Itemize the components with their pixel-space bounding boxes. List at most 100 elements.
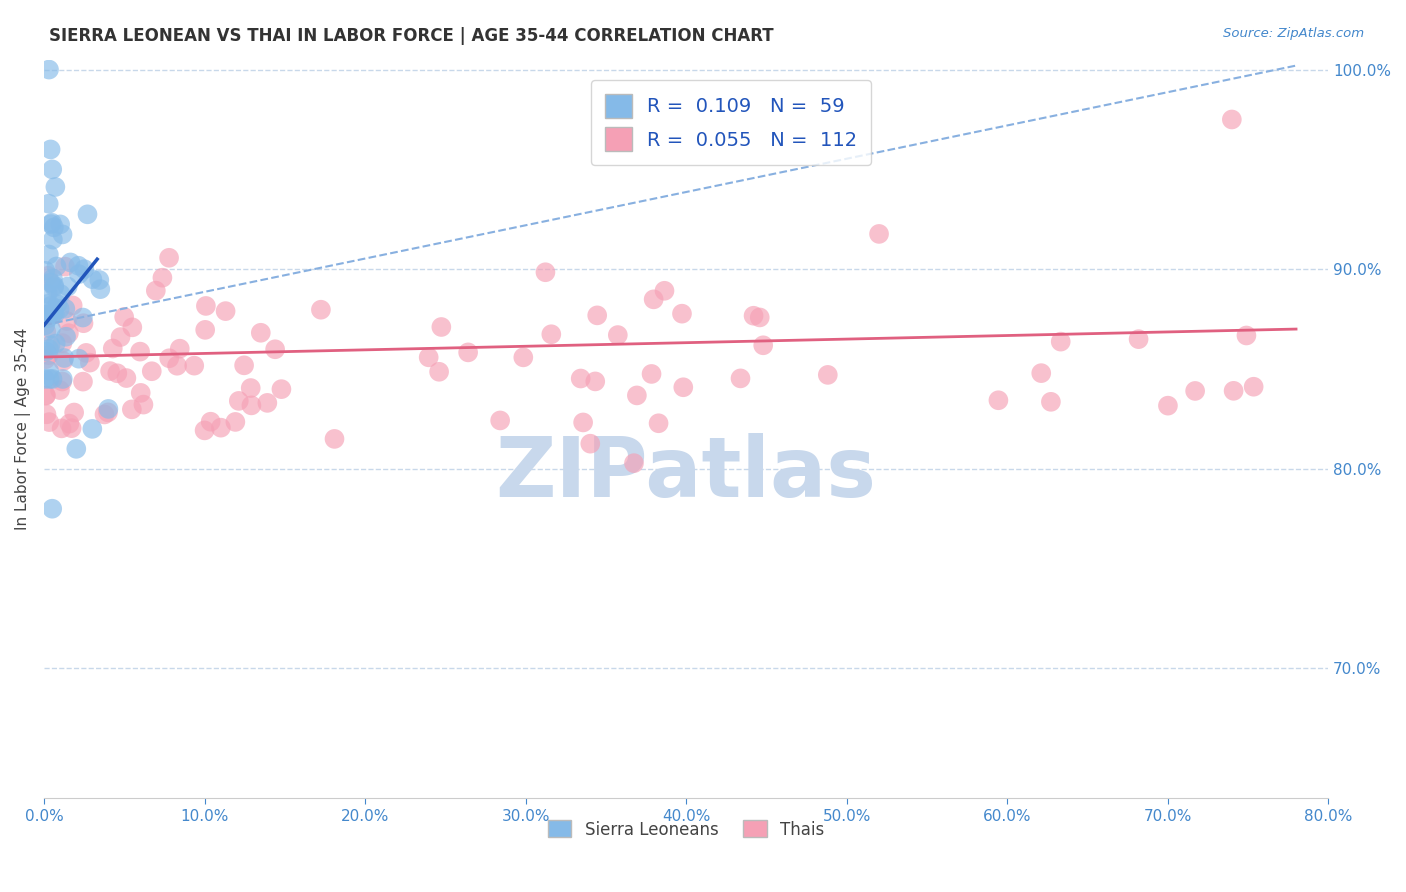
Point bbox=[183, 359, 205, 373]
Point bbox=[42, 306, 65, 320]
Point bbox=[141, 364, 163, 378]
Point bbox=[39, 321, 62, 335]
Point bbox=[72, 316, 94, 330]
Point bbox=[38, 342, 60, 356]
Point bbox=[1222, 384, 1244, 398]
Point bbox=[35, 352, 58, 367]
Point bbox=[37, 268, 59, 283]
Point bbox=[579, 436, 602, 450]
Point bbox=[42, 271, 65, 285]
Point bbox=[1039, 394, 1062, 409]
Point bbox=[93, 408, 115, 422]
Point bbox=[512, 351, 534, 365]
Legend: Sierra Leoneans, Thais: Sierra Leoneans, Thais bbox=[541, 814, 831, 846]
Point bbox=[730, 371, 752, 385]
Point bbox=[1031, 366, 1053, 380]
Point bbox=[752, 338, 775, 352]
Point bbox=[41, 216, 63, 230]
Point bbox=[194, 424, 217, 438]
Point bbox=[572, 416, 595, 430]
Point bbox=[1049, 334, 1071, 349]
Point bbox=[97, 405, 120, 419]
Text: Source: ZipAtlas.com: Source: ZipAtlas.com bbox=[1223, 27, 1364, 40]
Point bbox=[742, 309, 765, 323]
Point bbox=[194, 323, 217, 337]
Point bbox=[42, 302, 65, 317]
Point bbox=[51, 421, 73, 435]
Point bbox=[39, 338, 62, 352]
Point bbox=[55, 329, 77, 343]
Point bbox=[34, 308, 56, 322]
Point bbox=[62, 298, 84, 312]
Point bbox=[157, 251, 180, 265]
Point bbox=[72, 375, 94, 389]
Point bbox=[37, 286, 59, 301]
Point bbox=[233, 359, 256, 373]
Point bbox=[323, 432, 346, 446]
Point bbox=[51, 375, 73, 389]
Point bbox=[987, 393, 1010, 408]
Point bbox=[49, 287, 72, 301]
Point bbox=[67, 259, 90, 273]
Point bbox=[1128, 332, 1150, 346]
Point bbox=[157, 351, 180, 366]
Point bbox=[75, 346, 97, 360]
Point bbox=[240, 398, 263, 412]
Point bbox=[430, 320, 453, 334]
Point bbox=[45, 260, 67, 274]
Point bbox=[110, 330, 132, 344]
Point bbox=[418, 351, 440, 365]
Point bbox=[817, 368, 839, 382]
Point bbox=[169, 342, 191, 356]
Text: ZIPatlas: ZIPatlas bbox=[496, 433, 877, 514]
Point bbox=[626, 388, 648, 402]
Point bbox=[228, 393, 250, 408]
Point bbox=[457, 345, 479, 359]
Point bbox=[65, 442, 87, 456]
Point bbox=[583, 375, 606, 389]
Point bbox=[89, 282, 111, 296]
Point bbox=[672, 380, 695, 394]
Point bbox=[38, 415, 60, 429]
Point bbox=[38, 247, 60, 261]
Point bbox=[73, 262, 96, 277]
Point bbox=[46, 297, 69, 311]
Point bbox=[45, 336, 67, 351]
Point bbox=[623, 456, 645, 470]
Point bbox=[166, 359, 188, 373]
Point bbox=[194, 299, 217, 313]
Point bbox=[56, 279, 79, 293]
Point bbox=[145, 284, 167, 298]
Point bbox=[56, 314, 79, 328]
Point bbox=[42, 233, 65, 247]
Point bbox=[42, 307, 65, 321]
Point bbox=[59, 255, 82, 269]
Point bbox=[79, 356, 101, 370]
Point bbox=[214, 304, 236, 318]
Point bbox=[309, 302, 332, 317]
Point bbox=[39, 143, 62, 157]
Text: SIERRA LEONEAN VS THAI IN LABOR FORCE | AGE 35-44 CORRELATION CHART: SIERRA LEONEAN VS THAI IN LABOR FORCE | … bbox=[49, 27, 773, 45]
Point bbox=[44, 280, 66, 294]
Point bbox=[1236, 328, 1258, 343]
Point bbox=[82, 422, 104, 436]
Point bbox=[101, 342, 124, 356]
Point bbox=[112, 310, 135, 324]
Point bbox=[256, 396, 278, 410]
Point bbox=[132, 398, 155, 412]
Point bbox=[748, 310, 770, 325]
Point bbox=[115, 371, 138, 385]
Point bbox=[1220, 112, 1243, 127]
Point bbox=[868, 227, 890, 241]
Point bbox=[39, 299, 62, 313]
Point bbox=[38, 364, 60, 378]
Point bbox=[129, 344, 152, 359]
Point bbox=[41, 501, 63, 516]
Point bbox=[38, 372, 60, 386]
Point bbox=[44, 278, 66, 293]
Point bbox=[35, 388, 58, 402]
Point bbox=[34, 372, 56, 386]
Point bbox=[39, 217, 62, 231]
Point bbox=[41, 372, 63, 386]
Point bbox=[643, 293, 665, 307]
